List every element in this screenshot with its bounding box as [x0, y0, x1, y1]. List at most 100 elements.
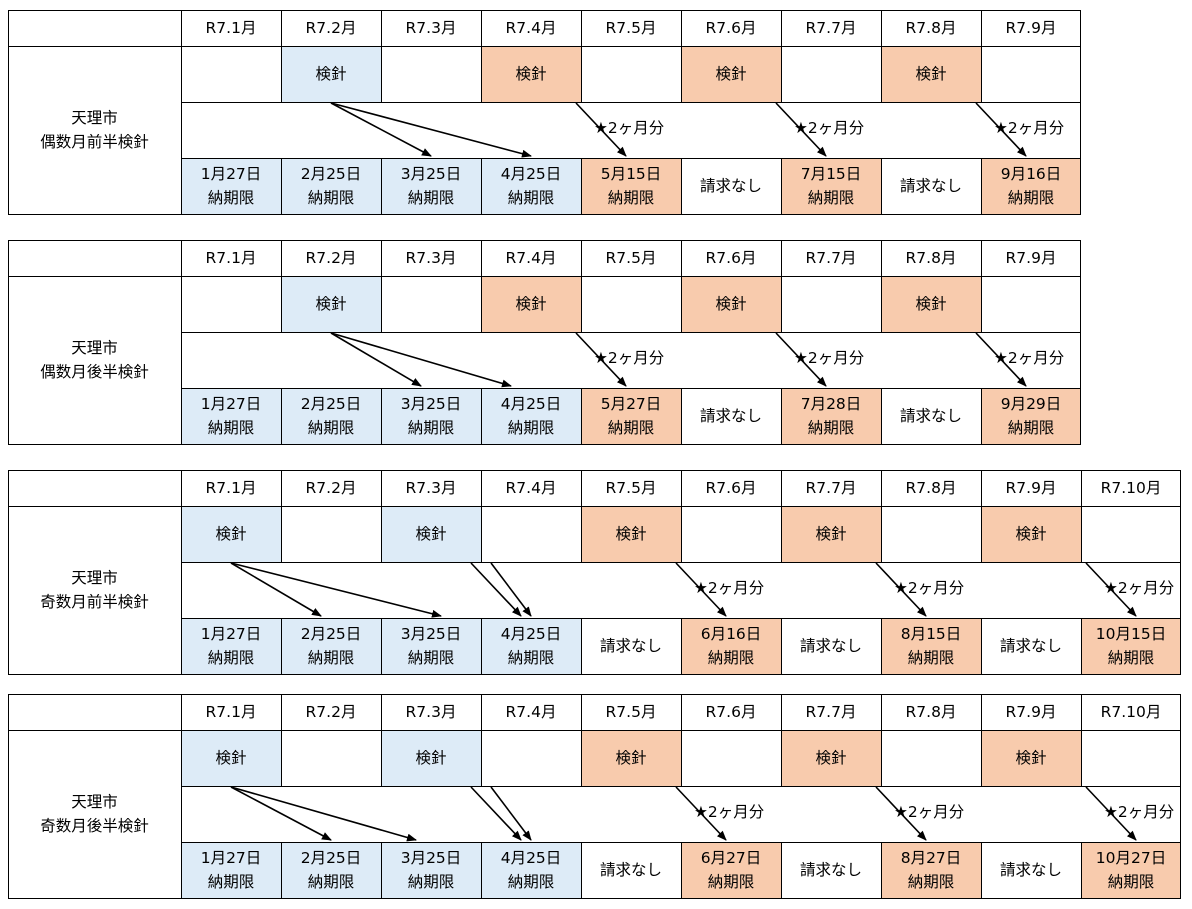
grid-line: [281, 158, 282, 214]
due-date: 6月16日: [700, 625, 762, 643]
month-header-label: R7.6月: [705, 479, 757, 497]
due-date: 9月16日: [1000, 165, 1062, 183]
billing-arrow: [230, 786, 417, 842]
month-header: R7.7月: [781, 10, 881, 46]
month-header-label: R7.2月: [305, 479, 357, 497]
meter-reading-label: 検針: [915, 65, 947, 83]
grid-line: [481, 158, 482, 214]
grid-line: [181, 10, 182, 215]
meter-reading-label: 検針: [715, 295, 747, 313]
no-bill-label: 請求なし: [699, 177, 762, 195]
due-date-cell: 4月25日 納期限: [481, 158, 581, 214]
due-date: 4月25日: [500, 625, 562, 643]
month-header: R7.9月: [981, 694, 1081, 730]
due-date: 10月27日: [1095, 849, 1167, 867]
due-date-cell: 10月15日 納期限: [1081, 618, 1181, 674]
two-month-note: ★2ヶ月分: [894, 802, 964, 822]
table-title-line2: 偶数月後半検針: [40, 363, 149, 381]
grid-line: [181, 694, 182, 899]
grid-line: [1081, 694, 1082, 786]
grid-line: [981, 470, 982, 562]
due-date-cell: 1月27日 納期限: [181, 842, 281, 898]
meter-reading-cell: 検針: [881, 276, 981, 332]
grid-line: [1081, 470, 1082, 562]
grid-line: [381, 388, 382, 444]
month-header: R7.10月: [1081, 694, 1181, 730]
grid-line: [8, 898, 1181, 899]
month-header-label: R7.3月: [405, 249, 457, 267]
grid-line: [581, 694, 582, 786]
due-date-cell: 6月16日 納期限: [681, 618, 781, 674]
table-title: 天理市 奇数月後半検針: [8, 730, 181, 898]
billing-arrow: [230, 786, 332, 841]
month-header: R7.3月: [381, 694, 481, 730]
no-bill-cell: 請求なし: [681, 388, 781, 444]
due-date: 5月27日: [600, 395, 662, 413]
meter-reading-cell: 検針: [681, 276, 781, 332]
month-header-label: R7.3月: [405, 19, 457, 37]
table-title-line2: 偶数月前半検針: [40, 133, 149, 151]
month-header: R7.9月: [981, 240, 1081, 276]
table-title-line2: 奇数月後半検針: [40, 817, 149, 835]
grid-line: [8, 214, 1081, 215]
grid-line: [981, 240, 982, 332]
two-month-label: ★2ヶ月分: [994, 349, 1065, 367]
due-date-cell: 1月27日 納期限: [181, 618, 281, 674]
meter-reading-label: 検針: [815, 525, 847, 543]
due-date: 10月15日: [1095, 625, 1167, 643]
two-month-label: ★2ヶ月分: [894, 579, 965, 597]
billing-arrow: [490, 786, 532, 841]
due-date-cell: 5月27日 納期限: [581, 388, 681, 444]
grid-line: [981, 388, 982, 444]
meter-reading-cell: 検針: [281, 46, 381, 102]
meter-reading-cell: 検針: [781, 506, 881, 562]
month-header: R7.3月: [381, 470, 481, 506]
meter-reading-cell: 検針: [181, 506, 281, 562]
month-header: R7.2月: [281, 240, 381, 276]
due-date-cell: 5月15日 納期限: [581, 158, 681, 214]
billing-arrow: [230, 562, 322, 617]
no-bill-cell: 請求なし: [781, 842, 881, 898]
table-title-line1: 天理市: [71, 569, 118, 587]
no-bill-label: 請求なし: [699, 407, 762, 425]
grid-line: [881, 388, 882, 444]
due-date: 8月15日: [900, 625, 962, 643]
grid-line: [381, 470, 382, 562]
due-date: 9月29日: [1000, 395, 1062, 413]
due-date: 8月27日: [900, 849, 962, 867]
due-date: 3月25日: [400, 395, 462, 413]
month-header-label: R7.4月: [505, 703, 557, 721]
grid-line: [781, 618, 782, 674]
grid-line: [881, 10, 882, 102]
month-header: R7.5月: [581, 694, 681, 730]
due-label: 納期限: [607, 189, 655, 207]
grid-line: [581, 618, 582, 674]
no-bill-cell: 請求なし: [981, 842, 1081, 898]
grid-line: [8, 10, 9, 215]
grid-line: [381, 842, 382, 898]
grid-line: [581, 10, 582, 102]
due-date: 2月25日: [300, 625, 362, 643]
grid-line: [8, 276, 1081, 277]
grid-line: [681, 618, 682, 674]
grid-line: [481, 10, 482, 102]
month-header: R7.6月: [681, 694, 781, 730]
meter-reading-label: 検針: [515, 295, 547, 313]
month-header-label: R7.3月: [405, 703, 457, 721]
due-label: 納期限: [507, 189, 555, 207]
grid-line: [181, 470, 182, 675]
due-date-cell: 2月25日 納期限: [281, 158, 381, 214]
grid-line: [1081, 842, 1082, 898]
grid-line: [181, 388, 1081, 389]
due-label: 納期限: [407, 873, 455, 891]
grid-line: [581, 240, 582, 332]
due-date: 2月25日: [300, 395, 362, 413]
due-label: 納期限: [907, 873, 955, 891]
month-header: R7.8月: [881, 240, 981, 276]
month-header-label: R7.9月: [1005, 703, 1057, 721]
grid-line: [681, 470, 682, 562]
grid-line: [781, 842, 782, 898]
billing-arrow: [330, 332, 422, 387]
month-header: R7.2月: [281, 10, 381, 46]
month-header-label: R7.2月: [305, 249, 357, 267]
